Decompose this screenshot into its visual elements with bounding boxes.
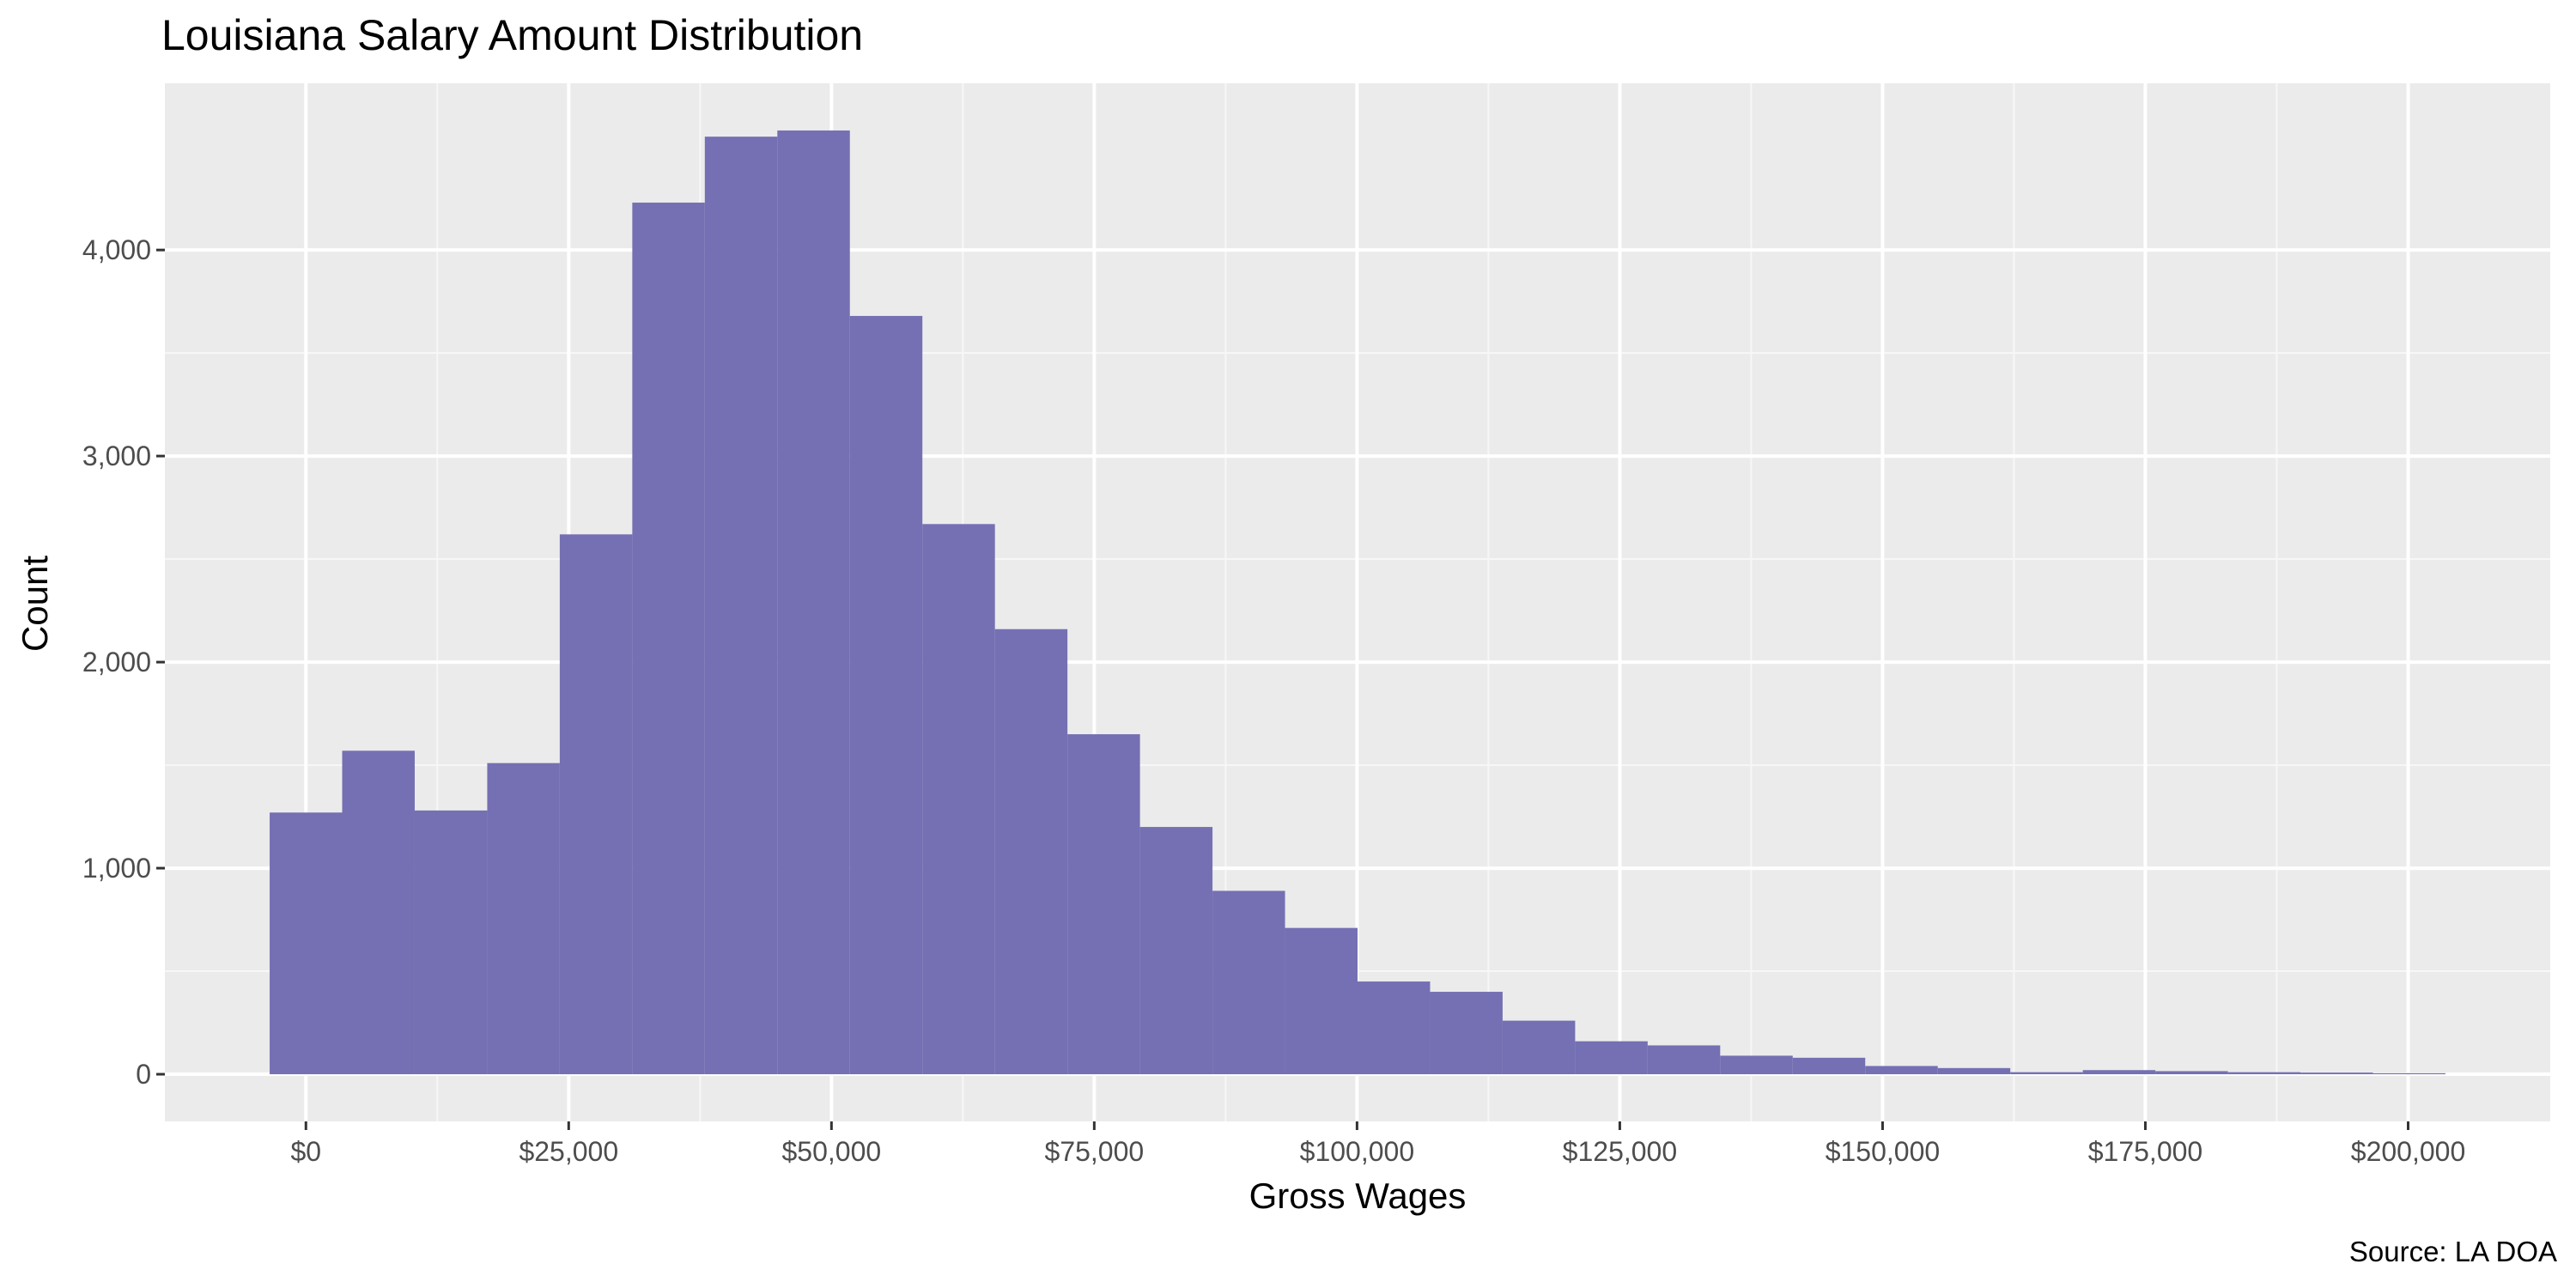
histogram-bar (2155, 1071, 2228, 1075)
x-tick-label: $150,000 (1826, 1136, 1940, 1167)
chart-caption: Source: LA DOA (2349, 1236, 2557, 1267)
histogram-bar (849, 315, 923, 1075)
x-tick-label: $100,000 (1300, 1136, 1414, 1167)
histogram-bar (1502, 1020, 1576, 1075)
x-tick-label: $125,000 (1563, 1136, 1677, 1167)
y-axis-title: Count (15, 556, 55, 652)
x-axis-title: Gross Wages (1249, 1176, 1467, 1216)
x-axis: $0 $25,000 $50,000 $75,000 $100,000 $125,000 $… (290, 1121, 2465, 1167)
histogram-bar (414, 810, 488, 1075)
histogram-bar (1067, 734, 1140, 1075)
x-tick-label: $200,000 (2351, 1136, 2465, 1167)
histogram-bar (994, 629, 1068, 1075)
histogram-bar (2082, 1070, 2156, 1075)
x-tick-label: $25,000 (519, 1136, 618, 1167)
histogram-bar (2227, 1072, 2301, 1075)
histogram-bar (1139, 827, 1213, 1075)
x-tick-label: $50,000 (781, 1136, 881, 1167)
histogram-bar (2010, 1072, 2083, 1075)
histogram-bar (2300, 1072, 2373, 1075)
histogram-bar (1285, 927, 1358, 1075)
y-tick-label: 2,000 (82, 647, 151, 677)
x-tick-label: $0 (290, 1136, 321, 1167)
histogram-bar (1647, 1045, 1721, 1075)
histogram-bar (2372, 1072, 2445, 1075)
histogram-bar (559, 534, 633, 1075)
histogram-bar (487, 762, 560, 1075)
histogram-bar (1792, 1057, 1866, 1075)
histogram-bar (1358, 981, 1431, 1075)
histogram-bar (1212, 890, 1285, 1075)
histogram-bar (342, 750, 415, 1075)
chart-title: Louisiana Salary Amount Distribution (161, 11, 863, 59)
histogram-bar (1865, 1066, 1938, 1075)
histogram-bar (777, 130, 850, 1075)
histogram-bar (270, 812, 343, 1075)
y-tick-label: 1,000 (82, 853, 151, 884)
x-tick-label: $175,000 (2088, 1136, 2202, 1167)
histogram-bars (270, 130, 2445, 1075)
y-tick-label: 3,000 (82, 440, 151, 471)
histogram-bar (1720, 1055, 1793, 1075)
histogram-bar (1430, 992, 1503, 1075)
x-tick-label: $75,000 (1045, 1136, 1145, 1167)
y-tick-label: 0 (136, 1059, 151, 1090)
histogram-bar (1575, 1041, 1648, 1075)
histogram-bar (704, 137, 778, 1075)
y-axis: 0 1,000 2,000 3,000 4,000 (82, 234, 165, 1090)
histogram-bar (922, 524, 995, 1075)
y-tick-label: 4,000 (82, 234, 151, 265)
histogram-bar (632, 202, 705, 1075)
histogram-bar (1937, 1067, 2011, 1075)
